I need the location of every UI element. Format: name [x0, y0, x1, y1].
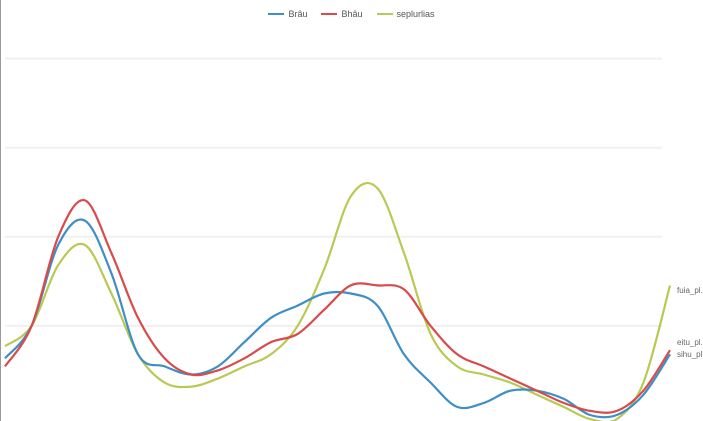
series-line-1: [5, 220, 670, 418]
series-line-3: [5, 183, 670, 421]
series-lines: [5, 183, 670, 421]
end-labels: fuia_pl... eitu_pl... sihu_pl...: [677, 286, 703, 359]
gridlines: [5, 59, 662, 326]
end-label-2: eitu_pl...: [677, 338, 703, 347]
end-label-3: sihu_pl...: [677, 350, 703, 359]
end-label-1: fuia_pl...: [677, 286, 703, 295]
